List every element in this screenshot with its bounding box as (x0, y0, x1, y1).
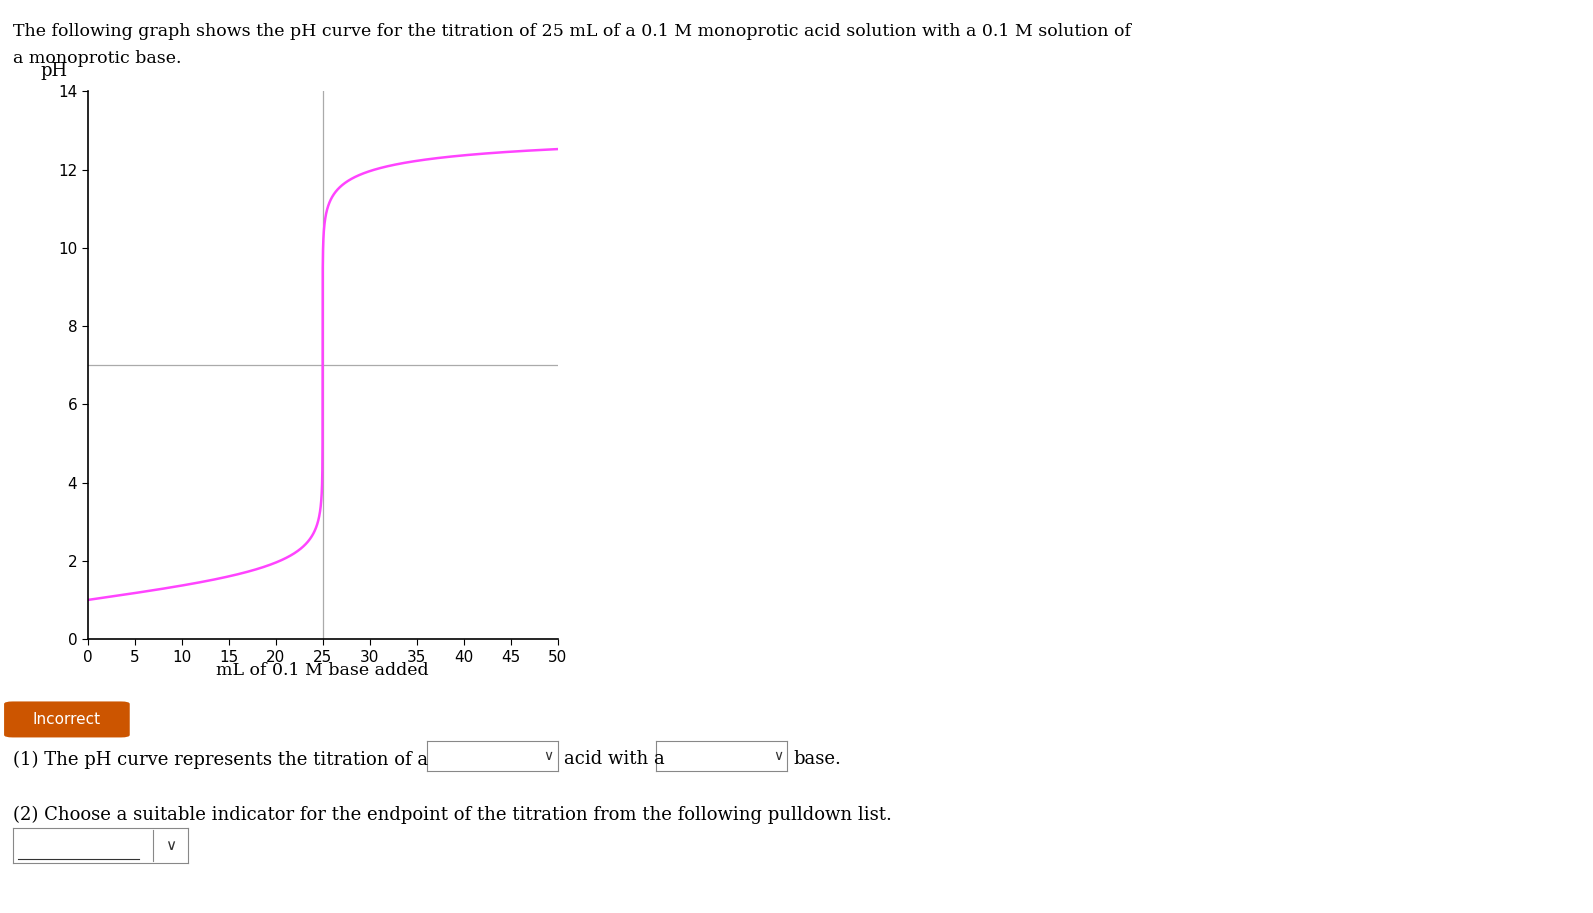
Text: ∨: ∨ (773, 750, 782, 763)
Text: mL of 0.1 M base added: mL of 0.1 M base added (217, 662, 429, 679)
Text: Incorrect: Incorrect (33, 712, 100, 727)
Text: base.: base. (793, 750, 841, 769)
Text: ∨: ∨ (166, 838, 175, 853)
Text: (2) Choose a suitable indicator for the endpoint of the titration from the follo: (2) Choose a suitable indicator for the … (13, 805, 892, 824)
Text: ∨: ∨ (543, 750, 553, 763)
FancyBboxPatch shape (5, 701, 129, 738)
Text: pH: pH (41, 62, 68, 80)
Text: (1) The pH curve represents the titration of a: (1) The pH curve represents the titratio… (13, 750, 429, 769)
Text: a monoprotic base.: a monoprotic base. (13, 50, 182, 68)
Text: acid with a: acid with a (564, 750, 664, 769)
Text: The following graph shows the pH curve for the titration of 25 mL of a 0.1 M mon: The following graph shows the pH curve f… (13, 23, 1131, 40)
